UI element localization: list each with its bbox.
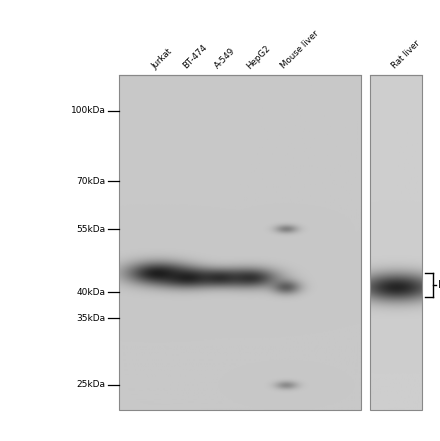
Text: A-549: A-549 <box>213 46 237 71</box>
Text: BT-474: BT-474 <box>181 43 209 71</box>
Text: 70kDa: 70kDa <box>77 177 106 186</box>
Bar <box>370 75 422 410</box>
Text: HepG2: HepG2 <box>244 43 271 71</box>
Text: Jurkat: Jurkat <box>150 46 174 71</box>
Text: 40kDa: 40kDa <box>77 288 106 296</box>
Text: 55kDa: 55kDa <box>77 224 106 234</box>
Bar <box>119 75 361 410</box>
Text: 25kDa: 25kDa <box>77 381 106 389</box>
Text: 100kDa: 100kDa <box>71 106 106 116</box>
Text: 35kDa: 35kDa <box>77 314 106 323</box>
Text: Rat liver: Rat liver <box>390 39 422 71</box>
Text: Mouse liver: Mouse liver <box>279 29 321 71</box>
Text: BAAT: BAAT <box>438 280 440 290</box>
